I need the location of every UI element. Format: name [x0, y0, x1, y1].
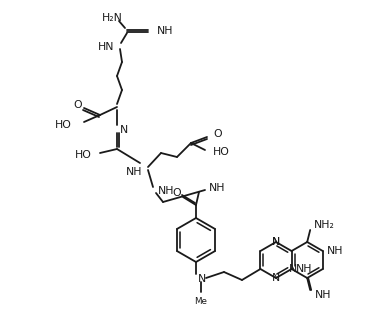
- Text: H₂N: H₂N: [102, 13, 122, 23]
- Text: NH: NH: [126, 167, 142, 177]
- Text: HO: HO: [75, 150, 92, 160]
- Text: NH: NH: [327, 246, 343, 256]
- Text: N: N: [272, 273, 280, 283]
- Text: HO: HO: [55, 120, 72, 130]
- Text: N: N: [288, 264, 297, 274]
- Text: O: O: [213, 129, 222, 139]
- Text: O: O: [173, 188, 181, 198]
- Text: NH: NH: [296, 264, 312, 274]
- Text: Me: Me: [194, 297, 208, 306]
- Text: NH: NH: [158, 186, 174, 196]
- Text: N: N: [120, 125, 128, 135]
- Text: HO: HO: [213, 147, 230, 157]
- Text: N: N: [272, 237, 280, 247]
- Text: NH: NH: [209, 183, 226, 193]
- Text: O: O: [74, 100, 82, 110]
- Text: NH₂: NH₂: [314, 220, 335, 230]
- Text: HN: HN: [97, 42, 114, 52]
- Text: N: N: [198, 274, 206, 284]
- Text: NH: NH: [157, 26, 174, 36]
- Text: NH: NH: [315, 290, 331, 300]
- Text: N: N: [272, 237, 280, 247]
